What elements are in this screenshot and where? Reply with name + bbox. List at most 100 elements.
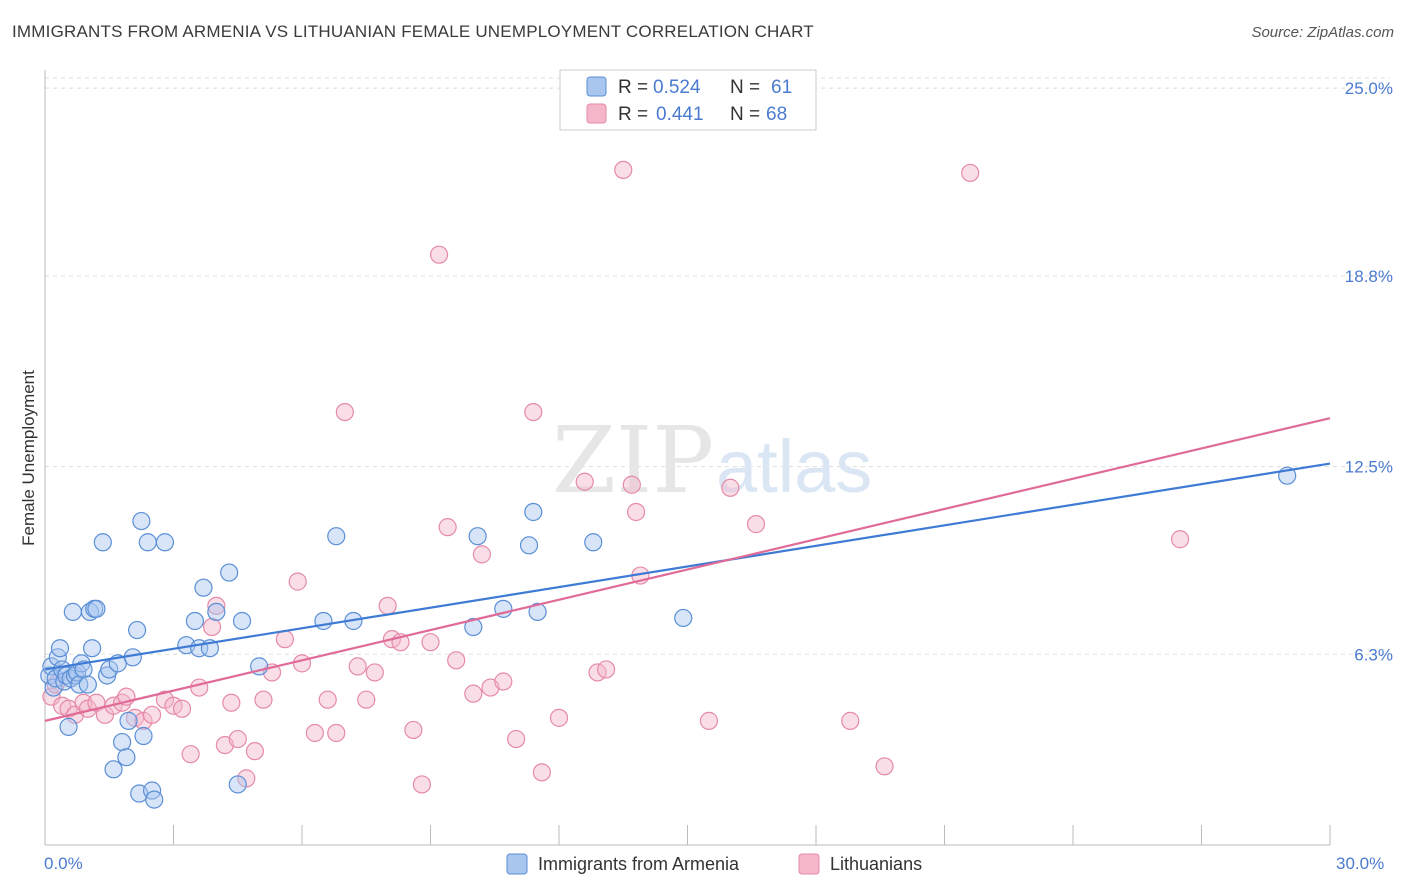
scatter-point [207,596,226,615]
x-tick-label-max: 30.0% [1336,854,1384,873]
legend-n-value-2: 68 [766,104,787,125]
scatter-point [464,617,483,637]
scatter-point [172,699,192,718]
scatter-point [190,678,209,697]
scatter-point [528,602,547,621]
watermark-zip: ZIP [552,407,714,514]
stats-legend: R = 0.524 N = 61 R = 0.441 N = 68 [559,69,817,131]
scatter-point [155,533,175,552]
scatter-point [112,732,132,752]
scatter-point [472,545,491,564]
scatter-point [228,729,247,749]
scatter-point [127,620,147,640]
scatter-point [961,163,980,183]
scatter-point [327,723,346,743]
scatter-point [104,760,123,779]
scatter-point [614,160,633,180]
legend-swatch-pink [586,103,607,124]
legend-r-label-2: R = [618,104,648,125]
scatter-point [549,708,569,727]
scatter-point [87,599,106,618]
scatter-point [63,602,82,621]
watermark: ZIP atlas [552,407,872,514]
scatter-point [245,742,264,761]
scatter-point [524,502,543,522]
trend-line-armenia [44,462,1331,671]
chart-source: Source: ZipAtlas.com [1251,24,1394,41]
x-tick-label-min: 0.0% [44,854,83,873]
scatter-point [93,533,112,552]
y-tick-label: 18.8% [1345,267,1393,286]
scatter-point [132,511,151,531]
scatter-point [78,675,97,694]
legend-n-label-2: N = [730,104,760,125]
scatter-point [50,639,70,658]
scatter-point [746,515,766,534]
scatter-point [447,651,466,670]
legend-r-label-1: R = [618,77,648,98]
scatter-point [622,475,641,494]
series-armenia-points [40,466,1297,809]
scatter-point [1170,530,1190,549]
scatter-point [519,536,539,555]
scatter-point [142,705,162,724]
scatter-point [275,630,294,649]
scatter-point [378,596,397,615]
trend-line-lithuanians [44,417,1331,722]
scatter-point [412,775,432,794]
scatter-point [468,527,487,546]
scatter-point [232,611,252,631]
scatter-point [194,578,213,597]
scatter-point [348,657,367,676]
scatter-point [222,693,241,712]
scatter-point [721,478,740,497]
legend-swatch-blue [586,76,607,97]
scatter-point [228,775,247,794]
scatter-point [575,472,594,491]
bottom-legend-swatch-pink [798,853,820,875]
scatter-point [185,611,205,631]
scatter-point [357,690,376,709]
series-legend: Immigrants from Armenia Lithuanians [506,853,922,875]
scatter-point [220,563,239,582]
grid-lines [45,77,1390,655]
y-tick-label: 25.0% [1345,79,1393,98]
scatter-point [83,639,102,658]
scatter-point [202,617,222,637]
scatter-point [288,572,307,591]
scatter-point [674,608,693,628]
y-axis-label: Female Unemployment [19,370,38,546]
series-lithuanians-points [42,160,1190,794]
legend-n-label-1: N = [730,77,760,98]
scatter-point [134,726,153,746]
legend-r-value-2: 0.441 [656,104,704,125]
scatter-point [584,533,603,552]
scatter-point [181,745,200,764]
bottom-legend-label-lithuanians: Lithuanians [830,854,922,874]
scatter-point [138,533,157,552]
legend-n-value-1: 61 [771,77,792,98]
scatter-point [494,672,513,691]
scatter-point [145,790,164,809]
scatter-point [875,757,894,776]
scatter-point [327,527,346,546]
scatter-point [524,402,543,422]
scatter-point [117,748,136,767]
chart-title: IMMIGRANTS FROM ARMENIA VS LITHUANIAN FE… [12,22,814,41]
scatter-point [429,245,449,264]
scatter-point [335,402,354,422]
scatter-point [74,660,93,679]
scatter-point [699,711,719,730]
trend-lines [44,417,1331,722]
scatter-point [254,690,273,709]
scatter-point [119,711,138,730]
scatter-point [532,763,551,782]
legend-r-value-1: 0.524 [653,77,701,98]
y-tick-label: 6.3% [1354,645,1393,664]
watermark-atlas: atlas [716,425,872,508]
y-tick-label: 12.5% [1345,458,1393,477]
scatter-point [507,729,526,749]
scatter-point [464,684,483,703]
scatter-point [597,660,616,679]
